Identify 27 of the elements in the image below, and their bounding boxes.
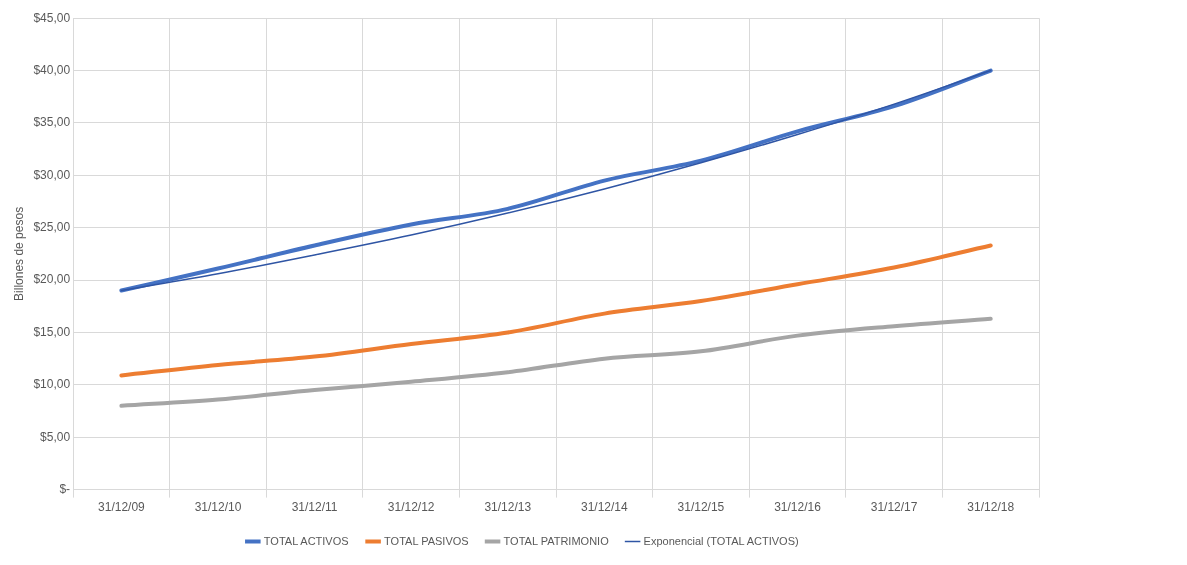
y-tick-label: $20,00 bbox=[33, 272, 71, 287]
y-tick-label: $- bbox=[59, 481, 71, 496]
y-tick-label: $40,00 bbox=[33, 62, 71, 77]
x-tick-label: 31/12/18 bbox=[967, 500, 1015, 515]
y-tick-label: $30,00 bbox=[33, 167, 71, 182]
x-tick-label: 31/12/10 bbox=[194, 500, 242, 515]
x-tick-label: 31/12/16 bbox=[774, 500, 822, 515]
y-tick-label: $35,00 bbox=[33, 115, 71, 130]
y-tick-label: $25,00 bbox=[33, 220, 71, 235]
legend-label: TOTAL ACTIVOS bbox=[263, 534, 349, 547]
x-tick-label: 31/12/11 bbox=[291, 500, 338, 515]
line-series bbox=[119, 316, 993, 408]
x-tick-label: 31/12/09 bbox=[98, 500, 146, 515]
legend-label: TOTAL PASIVOS bbox=[384, 534, 469, 547]
x-tick-label: 31/12/17 bbox=[870, 500, 918, 515]
y-tick-label: $15,00 bbox=[33, 324, 71, 339]
x-tick-label: 31/12/12 bbox=[387, 500, 435, 515]
x-tick-label: 31/12/13 bbox=[484, 500, 532, 515]
x-tick-label: 31/12/15 bbox=[677, 500, 725, 515]
y-tick-label: $10,00 bbox=[33, 377, 71, 392]
legend-label: Exponencial (TOTAL ACTIVOS) bbox=[643, 534, 799, 547]
x-tick-label: 31/12/14 bbox=[580, 500, 629, 515]
legend-label: TOTAL PATRIMONIO bbox=[503, 534, 610, 547]
line-series bbox=[119, 243, 993, 378]
y-tick-label: $5,00 bbox=[40, 429, 71, 444]
y-axis-title: Billones de pesos bbox=[11, 206, 26, 301]
y-tick-label: $45,00 bbox=[33, 10, 71, 25]
